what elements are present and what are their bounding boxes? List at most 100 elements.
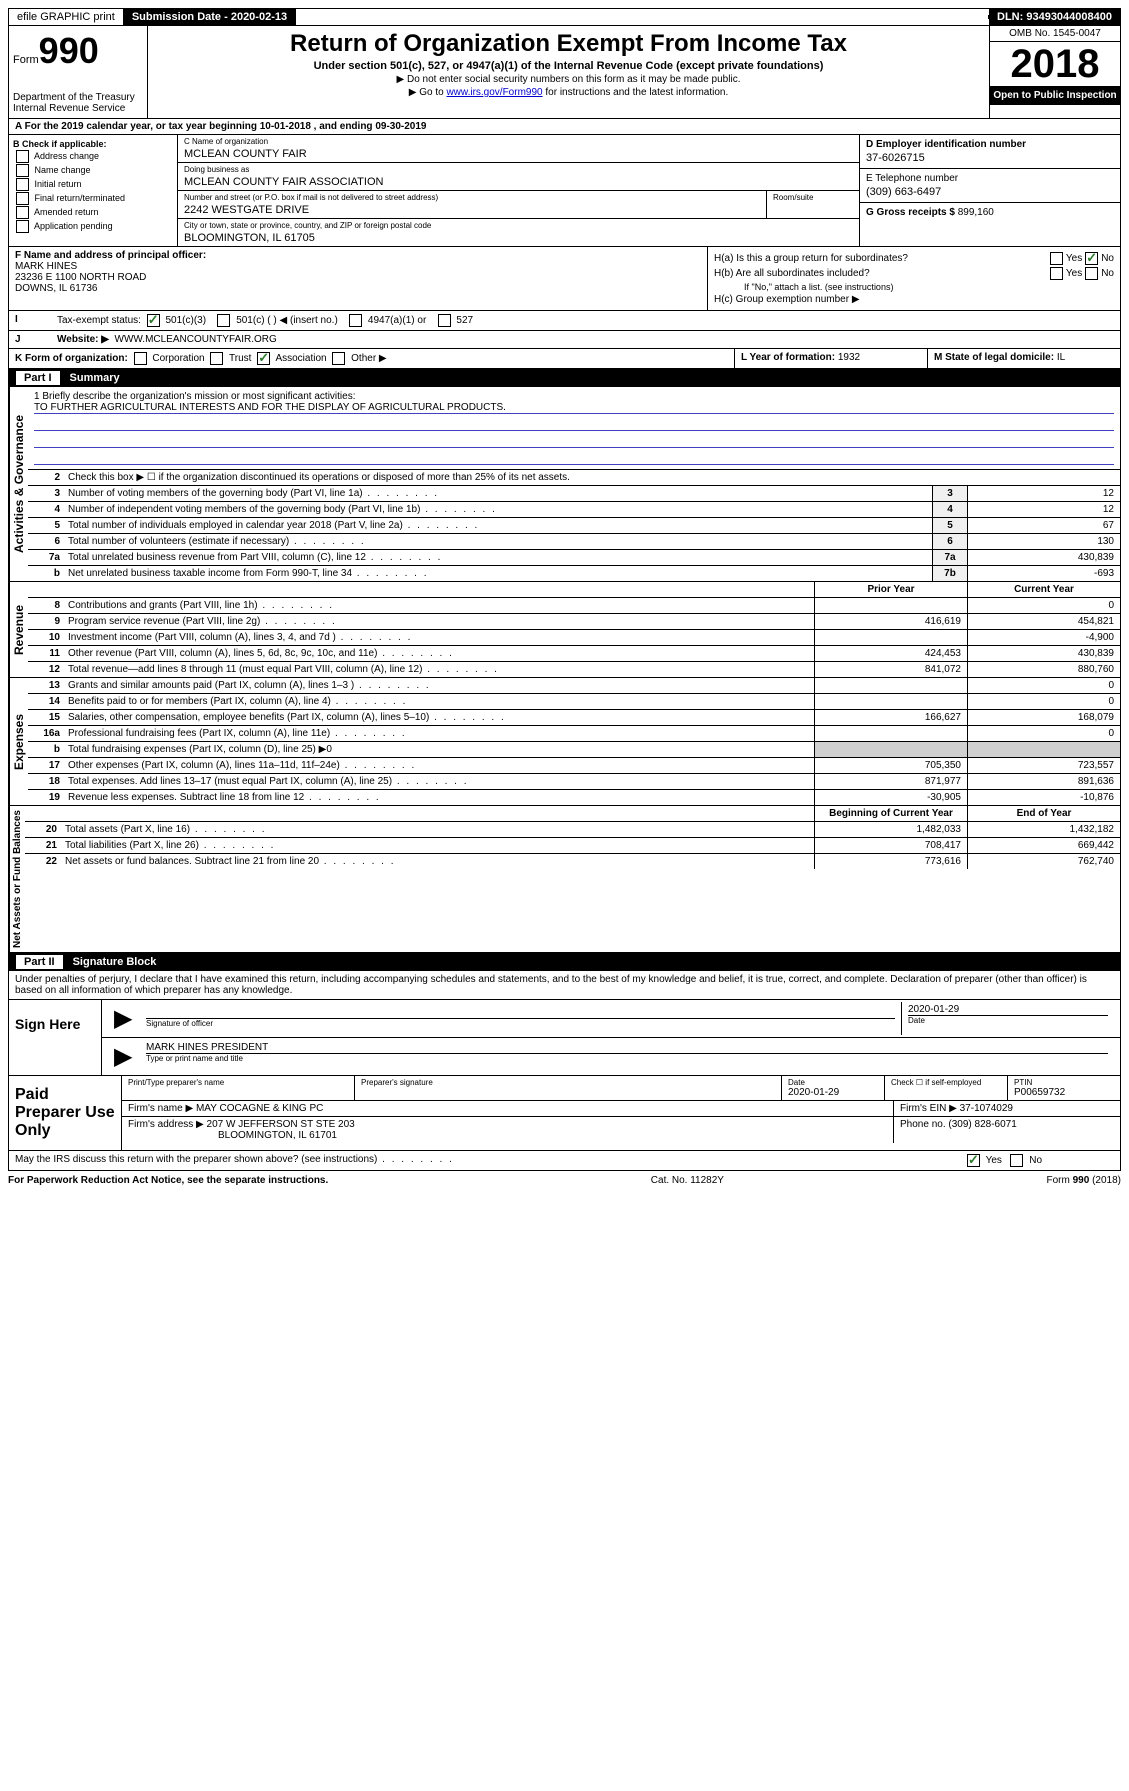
501c3-check[interactable] (147, 314, 160, 327)
line-18: 18Total expenses. Add lines 13–17 (must … (28, 774, 1120, 790)
prep-name-label: Print/Type preparer's name (128, 1078, 348, 1087)
line-10: 10Investment income (Part VIII, column (… (28, 630, 1120, 646)
row-i: I Tax-exempt status: 501(c)(3) 501(c) ( … (8, 311, 1121, 331)
line-15: 15Salaries, other compensation, employee… (28, 710, 1120, 726)
ein-label: D Employer identification number (866, 139, 1114, 150)
exp-section: Expenses 13Grants and similar amounts pa… (8, 678, 1121, 806)
part1-header: Part I Summary (8, 369, 1121, 387)
check-address[interactable]: Address change (13, 150, 173, 163)
check-initial[interactable]: Initial return (13, 178, 173, 191)
line-17: 17Other expenses (Part IX, column (A), l… (28, 758, 1120, 774)
k-assoc[interactable] (257, 352, 270, 365)
prior-year-header: Prior Year (814, 582, 967, 597)
line-12: 12Total revenue—add lines 8 through 11 (… (28, 662, 1120, 677)
k-trust[interactable] (210, 352, 223, 365)
line-21: 21Total liabilities (Part X, line 26)708… (25, 838, 1120, 854)
hb-yes[interactable] (1050, 267, 1063, 280)
room-label: Room/suite (773, 193, 853, 202)
section-a: A For the 2019 calendar year, or tax yea… (8, 119, 1121, 135)
header-right: OMB No. 1545-0047 2018 Open to Public In… (990, 26, 1120, 118)
city: BLOOMINGTON, IL 61705 (184, 232, 853, 244)
ha-no[interactable] (1085, 252, 1098, 265)
col-headers-net: Beginning of Current Year End of Year (25, 806, 1120, 822)
footer-mid: Cat. No. 11282Y (651, 1175, 724, 1186)
line-8: 8Contributions and grants (Part VIII, li… (28, 598, 1120, 614)
firm-ein: 37-1074029 (960, 1103, 1013, 1114)
self-employed[interactable]: Check ☐ if self-employed (885, 1076, 1008, 1100)
part2-label: Part II (16, 955, 63, 969)
street-label: Number and street (or P.O. box if mail i… (184, 193, 760, 202)
firm-phone-label: Phone no. (900, 1119, 946, 1130)
4947-check[interactable] (349, 314, 362, 327)
block-l: L Year of formation: 1932 (734, 349, 927, 368)
page-footer: For Paperwork Reduction Act Notice, see … (8, 1171, 1121, 1190)
m-value: IL (1057, 352, 1065, 363)
block-f: F Name and address of principal officer:… (9, 247, 708, 310)
firm-ein-label: Firm's EIN ▶ (900, 1103, 957, 1114)
line2-text: Check this box ▶ ☐ if the organization d… (64, 470, 1120, 485)
firm-addr2: BLOOMINGTON, IL 61701 (128, 1130, 887, 1141)
city-label: City or town, state or province, country… (184, 221, 853, 230)
ptin-label: PTIN (1014, 1078, 1114, 1087)
check-amended[interactable]: Amended return (13, 206, 173, 219)
note2-pre: ▶ Go to (409, 87, 447, 98)
officer-addr2: DOWNS, IL 61736 (15, 283, 701, 294)
mission-text: TO FURTHER AGRICULTURAL INTERESTS AND FO… (34, 402, 1114, 414)
hb-no[interactable] (1085, 267, 1098, 280)
line-20: 20Total assets (Part X, line 16)1,482,03… (25, 822, 1120, 838)
perjury-text: Under penalties of perjury, I declare th… (8, 971, 1121, 1000)
open-public: Open to Public Inspection (990, 86, 1120, 105)
sign-here-label: Sign Here (9, 1000, 102, 1075)
k-corp[interactable] (134, 352, 147, 365)
rev-section: Revenue Prior Year Current Year 8Contrib… (8, 582, 1121, 678)
street: 2242 WESTGATE DRIVE (184, 204, 760, 216)
l-label: L Year of formation: (741, 352, 835, 363)
officer-label: F Name and address of principal officer: (15, 250, 701, 261)
prep-date: 2020-01-29 (788, 1087, 878, 1098)
527-check[interactable] (438, 314, 451, 327)
line-22: 22Net assets or fund balances. Subtract … (25, 854, 1120, 869)
discuss-text: May the IRS discuss this return with the… (9, 1151, 958, 1170)
firm-name: MAY COCAGNE & KING PC (196, 1103, 323, 1114)
check-pending[interactable]: Application pending (13, 220, 173, 233)
ha-yes[interactable] (1050, 252, 1063, 265)
check-b-header: B Check if applicable: (13, 139, 173, 149)
vlabel-net: Net Assets or Fund Balances (9, 806, 25, 952)
vlabel-rev: Revenue (9, 582, 28, 677)
gov-line-4: 4Number of independent voting members of… (28, 502, 1120, 518)
dba: MCLEAN COUNTY FAIR ASSOCIATION (184, 176, 853, 188)
footer-left: For Paperwork Reduction Act Notice, see … (8, 1175, 328, 1186)
h-c: H(c) Group exemption number ▶ (714, 294, 1114, 305)
dba-label: Doing business as (184, 165, 853, 174)
k-other[interactable] (332, 352, 345, 365)
gov-line-7a: 7aTotal unrelated business revenue from … (28, 550, 1120, 566)
line-11: 11Other revenue (Part VIII, column (A), … (28, 646, 1120, 662)
vlabel-gov: Activities & Governance (9, 387, 28, 581)
sig-officer-label: Signature of officer (146, 1018, 895, 1028)
end-year-header: End of Year (967, 806, 1120, 821)
officer-name: MARK HINES (15, 261, 701, 272)
check-final[interactable]: Final return/terminated (13, 192, 173, 205)
mission-line-3 (34, 450, 1114, 465)
block-h: H(a) Is this a group return for subordin… (708, 247, 1120, 310)
discuss-yes[interactable] (967, 1154, 980, 1167)
mission-block: 1 Briefly describe the organization's mi… (28, 387, 1120, 470)
k-label: K Form of organization: (15, 353, 128, 364)
col-headers-rev: Prior Year Current Year (28, 582, 1120, 598)
irs-link[interactable]: www.irs.gov/Form990 (446, 87, 542, 98)
efile-label[interactable]: efile GRAPHIC print (9, 9, 124, 25)
org-name-label: C Name of organization (184, 137, 853, 146)
form-subtitle: Under section 501(c), 527, or 4947(a)(1)… (152, 60, 985, 72)
sign-section: Sign Here ▶ Signature of officer 2020-01… (8, 1000, 1121, 1076)
discuss-no[interactable] (1010, 1154, 1023, 1167)
header-center: Return of Organization Exempt From Incom… (148, 26, 990, 118)
form-prefix: Form (13, 54, 39, 66)
501c-check[interactable] (217, 314, 230, 327)
form-title: Return of Organization Exempt From Incom… (152, 30, 985, 58)
block-b: B Check if applicable: Address change Na… (9, 135, 178, 246)
firm-phone: (309) 828-6071 (948, 1119, 1016, 1130)
check-name[interactable]: Name change (13, 164, 173, 177)
line-9: 9Program service revenue (Part VIII, lin… (28, 614, 1120, 630)
ptin: P00659732 (1014, 1087, 1114, 1098)
gov-line-5: 5Total number of individuals employed in… (28, 518, 1120, 534)
